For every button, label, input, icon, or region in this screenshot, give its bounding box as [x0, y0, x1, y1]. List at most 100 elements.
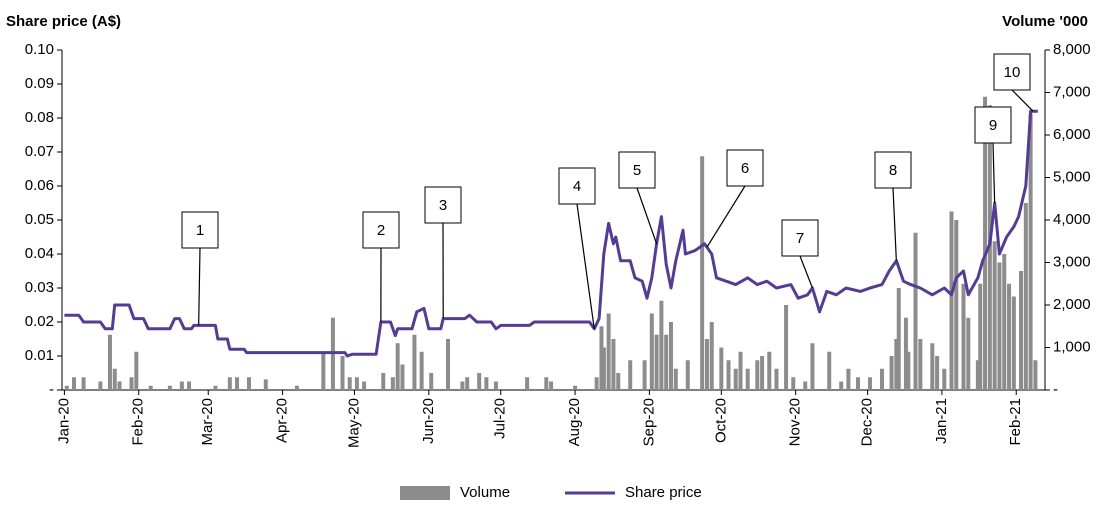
volume-bar: [774, 368, 779, 390]
y2-tick-label: 2,000: [1053, 296, 1091, 313]
volume-bar: [966, 317, 971, 390]
volume-bar: [362, 381, 367, 390]
volume-bar: [659, 300, 664, 390]
volume-bar: [700, 156, 705, 390]
price-line: [64, 109, 1038, 358]
y-tick-label: 0.04: [25, 245, 54, 262]
volume-bar: [419, 351, 424, 390]
annotation-label: 2: [377, 222, 385, 239]
volume-bar: [112, 368, 117, 390]
volume-bar: [978, 283, 983, 390]
x-tick-label: Nov-20: [787, 398, 804, 446]
volume-bar: [903, 317, 908, 390]
y2-tick-label: 4,000: [1053, 211, 1091, 228]
annotation-box: [726, 149, 764, 187]
volume-bar: [913, 232, 918, 390]
annotation-pointer: [799, 255, 813, 289]
volume-bar: [340, 356, 345, 390]
legend-swatch: [400, 486, 450, 500]
volume-bar: [767, 351, 772, 390]
volume-bar: [594, 377, 599, 390]
annotation-label: 3: [439, 197, 447, 214]
volume-bar: [429, 373, 434, 390]
volume-bar: [611, 339, 616, 390]
x-tick-label: Jul-20: [492, 398, 509, 439]
annotation-pointer: [706, 185, 746, 248]
volume-bar: [606, 313, 611, 390]
volume-bar: [477, 373, 482, 390]
x-tick-label: Jun-20: [420, 398, 437, 444]
volume-bar: [81, 377, 86, 390]
volume-bar: [412, 334, 417, 390]
annotation-pointer: [198, 247, 201, 326]
y-tick-label: 0.10: [25, 41, 54, 58]
annotation-label: 5: [633, 162, 641, 179]
volume-bar: [719, 347, 724, 390]
volume-bar: [148, 385, 153, 390]
annotation-box: [781, 219, 819, 257]
y-tick-label: 0.02: [25, 313, 54, 330]
annotation-pointer: [992, 142, 996, 204]
annotation-pointer: [636, 187, 658, 244]
legend-label: Share price: [625, 484, 702, 501]
y-tick-label: 0.05: [25, 211, 54, 228]
volume-bar: [810, 343, 815, 390]
volume-bar: [465, 377, 470, 390]
volume-bar: [573, 385, 578, 390]
volume-bar: [755, 360, 760, 390]
x-tick-label: Apr-20: [274, 398, 291, 443]
x-tick-label: May-20: [345, 398, 362, 448]
volume-bar: [726, 360, 731, 390]
volume-bar: [855, 377, 860, 390]
volume-bar: [601, 347, 606, 390]
volume-bar: [544, 377, 549, 390]
volume-bar: [733, 368, 738, 390]
volume-bar: [616, 373, 621, 390]
volume-bar: [997, 262, 1002, 390]
y-axis-title: Share price (A$): [6, 13, 121, 30]
volume-bar: [395, 343, 400, 390]
annotation-pointer: [576, 203, 595, 329]
volume-bar: [949, 211, 954, 390]
volume-bar: [71, 377, 76, 390]
volume-bar: [294, 385, 299, 390]
x-tick-label: Oct-20: [712, 398, 729, 443]
annotation-label: 7: [796, 230, 804, 247]
volume-bar: [961, 283, 966, 390]
y2-tick-label: 6,000: [1053, 126, 1091, 143]
y-tick-label: -: [49, 381, 54, 398]
volume-bar: [803, 381, 808, 390]
volume-bar: [460, 381, 465, 390]
volume-bar: [894, 339, 899, 390]
volume-bar: [784, 305, 789, 390]
volume-bar: [642, 360, 647, 390]
volume-bar: [791, 377, 796, 390]
volume-bar: [760, 356, 765, 390]
volume-bar: [599, 326, 604, 390]
annotation-label: 8: [889, 162, 897, 179]
y2-tick-label: -: [1053, 381, 1058, 398]
volume-bar: [827, 351, 832, 390]
annotation-box: [181, 211, 219, 249]
volume-bar: [896, 288, 901, 390]
annotation-label: 6: [741, 160, 749, 177]
y-tick-label: 0.07: [25, 143, 54, 160]
y2-tick-label: 1,000: [1053, 338, 1091, 355]
volume-bar: [906, 351, 911, 390]
volume-bar: [918, 339, 923, 390]
x-tick-label: Dec-20: [859, 398, 876, 446]
volume-bar: [628, 360, 633, 390]
volume-bar: [1007, 283, 1012, 390]
y-tick-label: 0.09: [25, 75, 54, 92]
volume-bar: [213, 385, 218, 390]
volume-bar: [846, 368, 851, 390]
volume-bar: [685, 360, 690, 390]
volume-bar: [446, 339, 451, 390]
y-tick-label: 0.01: [25, 347, 54, 364]
volume-bar: [664, 334, 669, 390]
volume-bar: [227, 377, 232, 390]
volume-bar: [738, 351, 743, 390]
y2-tick-label: 7,000: [1053, 83, 1091, 100]
annotation-box: [974, 106, 1012, 144]
volume-bar: [1002, 254, 1007, 390]
